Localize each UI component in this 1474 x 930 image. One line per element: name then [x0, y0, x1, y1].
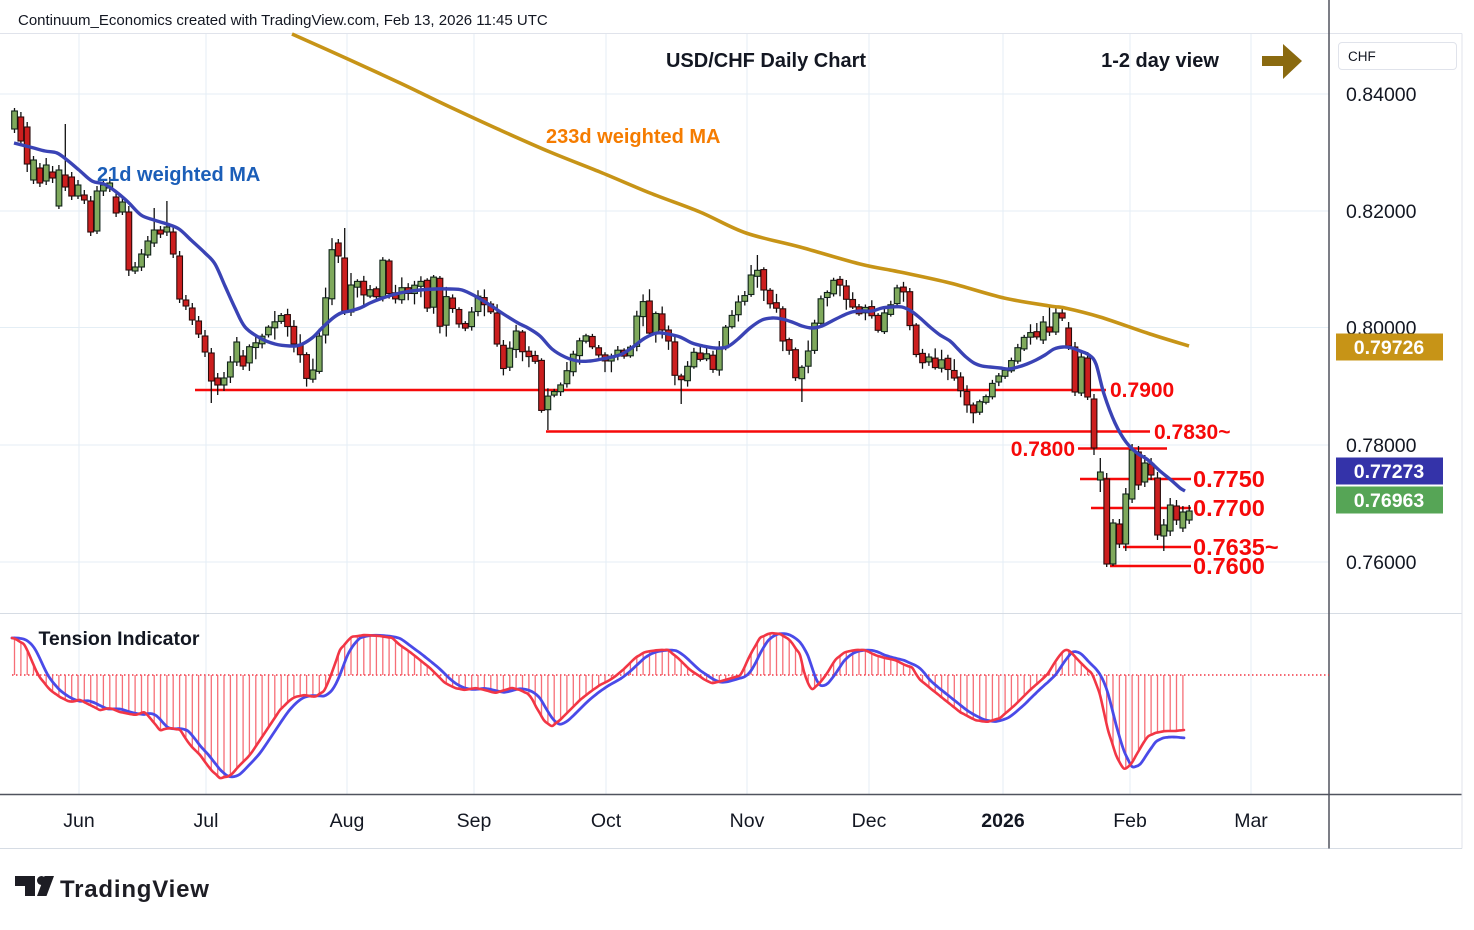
svg-text:0.78000: 0.78000: [1346, 435, 1417, 457]
svg-text:2026: 2026: [981, 810, 1025, 832]
svg-text:0.7830~: 0.7830~: [1154, 421, 1231, 444]
svg-text:0.77273: 0.77273: [1354, 461, 1425, 483]
svg-text:0.7600: 0.7600: [1193, 553, 1265, 579]
svg-text:0.84000: 0.84000: [1346, 84, 1417, 106]
svg-text:Feb: Feb: [1113, 810, 1147, 832]
svg-text:233d weighted MA: 233d weighted MA: [546, 126, 720, 148]
svg-text:0.79726: 0.79726: [1354, 337, 1425, 359]
svg-text:Aug: Aug: [330, 810, 365, 832]
svg-text:TradingView: TradingView: [60, 876, 210, 903]
svg-text:0.7900: 0.7900: [1110, 379, 1174, 402]
svg-text:CHF: CHF: [1348, 49, 1376, 64]
svg-text:Nov: Nov: [730, 810, 765, 832]
svg-text:USD/CHF Daily Chart: USD/CHF Daily Chart: [666, 50, 866, 72]
svg-text:1-2 day view: 1-2 day view: [1101, 50, 1219, 72]
svg-text:Oct: Oct: [591, 810, 622, 832]
svg-text:Tension Indicator: Tension Indicator: [38, 628, 199, 650]
svg-text:Mar: Mar: [1234, 810, 1268, 832]
svg-text:Continuum_Economics created wi: Continuum_Economics created with Trading…: [18, 12, 548, 29]
svg-text:Sep: Sep: [457, 810, 492, 832]
svg-text:0.76000: 0.76000: [1346, 552, 1417, 574]
svg-text:0.76963: 0.76963: [1354, 490, 1425, 512]
svg-text:0.7700: 0.7700: [1193, 495, 1265, 521]
svg-text:Jun: Jun: [63, 810, 94, 832]
svg-text:0.82000: 0.82000: [1346, 201, 1417, 223]
svg-text:Dec: Dec: [852, 810, 887, 832]
svg-text:Jul: Jul: [194, 810, 219, 832]
svg-text:21d weighted MA: 21d weighted MA: [97, 164, 260, 186]
svg-text:0.7800: 0.7800: [1011, 438, 1075, 461]
svg-text:0.7635~: 0.7635~: [1193, 534, 1279, 560]
svg-text:0.7750: 0.7750: [1193, 466, 1265, 492]
